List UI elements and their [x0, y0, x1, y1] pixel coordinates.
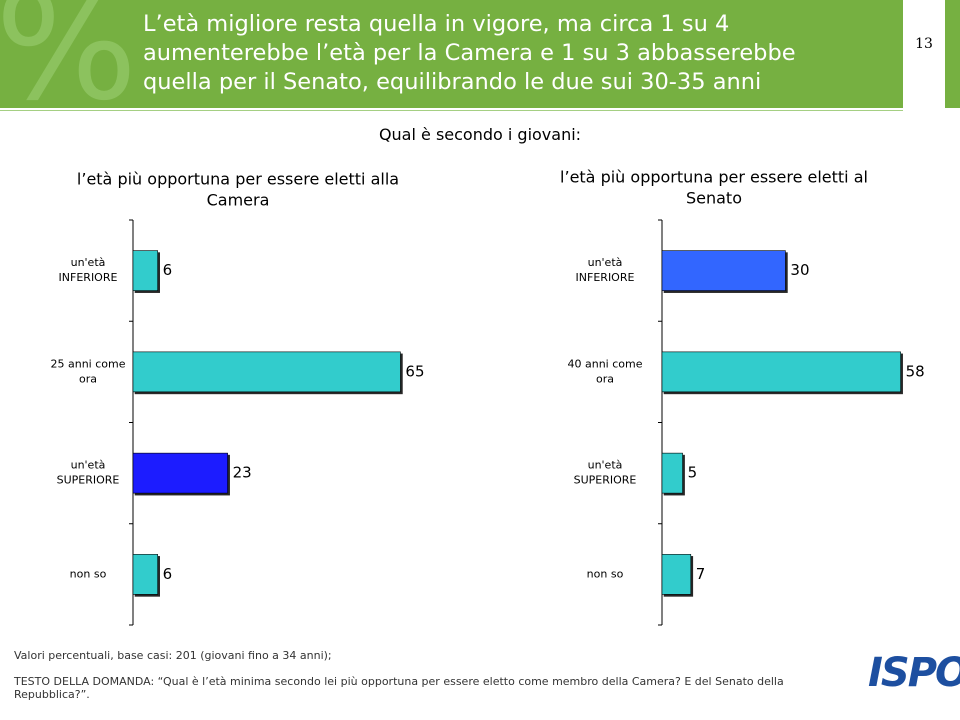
value-label: 23 [233, 464, 252, 482]
value-label: 30 [790, 261, 809, 279]
value-label: 5 [688, 464, 698, 482]
header-band: % L’età migliore resta quella in vigore,… [0, 0, 903, 108]
bar [132, 351, 401, 393]
bar [661, 250, 786, 291]
watermark: % [0, 0, 138, 108]
bar [132, 250, 158, 291]
value-label: 6 [163, 565, 173, 583]
logo: ISPO [868, 650, 960, 696]
category-label: 40 anni come ora [568, 357, 643, 385]
question-text: TESTO DELLA DOMANDA: “Qual è l’età minim… [14, 675, 784, 701]
category-label: un'età SUPERIORE [574, 459, 637, 487]
bar [661, 351, 901, 393]
bar [132, 554, 158, 595]
category-label: un'età INFERIORE [576, 256, 635, 284]
header-rule [0, 110, 903, 111]
value-label: 6 [163, 261, 173, 279]
category-label: non so [587, 567, 624, 580]
value-label: 58 [906, 362, 925, 380]
page-number: 13 [915, 36, 933, 52]
bar [132, 452, 228, 494]
value-label: 7 [696, 565, 706, 583]
chart-title: l’età più opportuna per essere eletti al… [560, 167, 868, 207]
category-label: un'età INFERIORE [59, 256, 118, 284]
subtitle: Qual è secondo i giovani: [379, 125, 581, 144]
footnote: Valori percentuali, base casi: 201 (giov… [14, 649, 332, 662]
header-title: L’età migliore resta quella in vigore, m… [143, 11, 796, 95]
bar [661, 554, 692, 595]
value-label: 65 [405, 362, 424, 380]
bar [661, 452, 683, 494]
header-strip [945, 0, 960, 108]
category-label: un'età SUPERIORE [57, 459, 120, 487]
chart-title: l’età più opportuna per essere eletti al… [77, 169, 399, 209]
category-label: 25 anni come ora [51, 357, 126, 385]
category-label: non so [70, 567, 107, 580]
